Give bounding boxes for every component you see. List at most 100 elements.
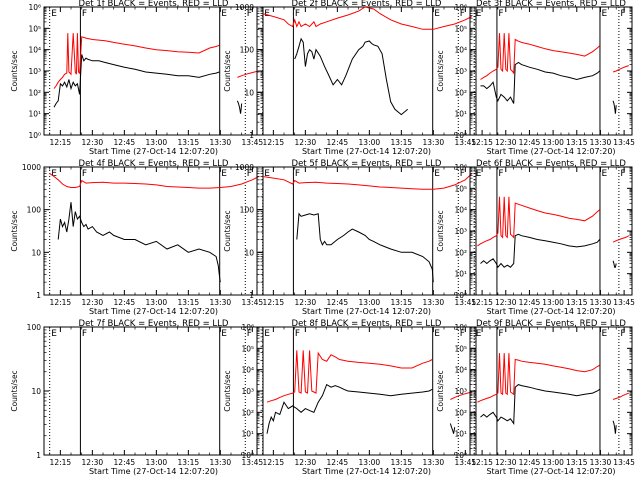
plot-frame	[469, 6, 633, 136]
x-tick-label: 12:45	[114, 138, 136, 147]
x-tick-label: 13:00	[146, 298, 168, 307]
detector-panel-2: Det 2f BLACK = Events, RED = LLD 1 10 100 10…	[223, 0, 477, 156]
marker-label: F	[498, 9, 503, 19]
y-tick-label: 10⁴	[454, 366, 467, 375]
y-tick-label: 10⁴	[454, 206, 467, 215]
x-axis-label: Start Time (27-Oct-14 12:07:20)	[89, 307, 218, 316]
detector-panel-8: Det 8f BLACK = Events, RED = LLD 10⁰ 10¹ 10…	[223, 319, 477, 476]
lld-series-line	[53, 33, 220, 89]
plot-frame	[256, 166, 477, 296]
y-tick-label: 1000	[22, 163, 41, 172]
marker-label: F	[247, 169, 252, 179]
y-tick-label: 10	[244, 248, 254, 257]
lld-series-line	[612, 65, 629, 73]
marker-label: F	[460, 9, 465, 19]
x-tick-label: 13:45	[455, 138, 477, 147]
y-tick-label: 10²	[28, 88, 41, 97]
x-tick-label: 13:30	[590, 138, 612, 147]
x-tick-label: 12:15	[263, 458, 285, 467]
x-tick-label: 13:45	[613, 298, 635, 307]
y-tick-label: 10⁶	[241, 323, 254, 332]
x-tick-label: 13:45	[242, 138, 264, 147]
events-series-line	[266, 383, 433, 434]
x-axis-label: Start Time (27-Oct-14 12:07:20)	[89, 467, 218, 476]
panel-title: Det 6f BLACK = Events, RED = LLD	[476, 159, 626, 169]
y-tick-label: 10²	[454, 88, 467, 97]
lld-series-line	[612, 392, 629, 400]
x-tick-label: 13:15	[178, 138, 200, 147]
y-tick-label: 10⁴	[454, 46, 467, 55]
x-tick-label: 13:15	[566, 458, 588, 467]
y-tick-label: 10³	[241, 387, 254, 396]
marker-label: E	[601, 329, 607, 339]
panel-title: Det 8f BLACK = Events, RED = LLD	[292, 319, 442, 329]
x-tick-label: 13:00	[542, 458, 564, 467]
x-axis-label: Start Time (27-Oct-14 12:07:20)	[89, 147, 218, 156]
events-series-line	[57, 202, 221, 283]
x-tick-label: 12:30	[295, 458, 317, 467]
y-tick-label: 10⁶	[454, 163, 467, 172]
x-tick-label: 13:00	[542, 298, 564, 307]
x-tick-label: 12:45	[519, 298, 541, 307]
panel-title: Det 1f BLACK = Events, RED = LLD	[79, 0, 229, 9]
x-tick-label: 12:30	[495, 138, 517, 147]
y-tick-label: 10	[31, 387, 41, 396]
lld-series-line	[266, 350, 433, 403]
y-tick-label: 1000	[235, 163, 254, 172]
y-tick-label: 10¹	[454, 110, 467, 119]
marker-label: E	[434, 169, 440, 179]
marker-label: E	[601, 169, 607, 179]
events-series-line	[612, 420, 617, 434]
marker-label: F	[498, 329, 503, 339]
x-tick-label: 13:30	[423, 138, 445, 147]
marker-label: F	[460, 329, 465, 339]
x-tick-label: 13:15	[391, 298, 413, 307]
events-series-line	[296, 212, 434, 283]
y-axis-label: Counts/sec	[10, 50, 19, 91]
y-axis-label: Counts/sec	[223, 210, 232, 251]
y-tick-label: 1	[36, 451, 41, 460]
events-series-line	[612, 260, 617, 268]
y-tick-label: 10³	[454, 227, 467, 236]
marker-label: F	[247, 9, 252, 19]
y-tick-label: 10⁵	[241, 344, 254, 353]
x-tick-label: 12:30	[295, 138, 317, 147]
plot-frame	[469, 326, 633, 456]
x-tick-label: 12:45	[114, 298, 136, 307]
x-tick-label: 12:30	[82, 298, 104, 307]
x-tick-label: 13:15	[566, 298, 588, 307]
y-tick-label: 10³	[454, 387, 467, 396]
detector-panel-5: Det 5f BLACK = Events, RED = LLD 1 10 100 10…	[223, 159, 477, 316]
x-tick-label: 12:45	[327, 458, 349, 467]
plot-frame	[469, 166, 633, 296]
x-tick-label: 13:00	[146, 458, 168, 467]
x-tick-label: 13:45	[613, 138, 635, 147]
x-tick-label: 13:30	[423, 458, 445, 467]
y-tick-label: 10⁶	[454, 323, 467, 332]
lld-series-line	[237, 70, 259, 78]
detector-panel-1: Det 1f BLACK = Events, RED = LLD 10⁰ 10¹ 10…	[10, 0, 264, 156]
y-tick-label: 10²	[241, 408, 254, 417]
marker-label: F	[498, 169, 503, 179]
lld-series-line	[477, 353, 600, 403]
x-tick-label: 13:45	[613, 458, 635, 467]
x-tick-label: 12:15	[471, 138, 493, 147]
marker-label: E	[51, 9, 57, 19]
y-tick-label: 10⁵	[454, 344, 467, 353]
marker-label: E	[434, 329, 440, 339]
marker-label: E	[264, 169, 270, 179]
detector-panel-6: Det 6f BLACK = Events, RED = LLD 10⁰ 10¹ 10…	[436, 159, 635, 316]
x-tick-label: 13:45	[455, 298, 477, 307]
detector-panel-7: Det 7f BLACK = Events, RED = LLD 1 10 100 Co…	[10, 319, 264, 476]
x-tick-label: 13:30	[210, 138, 232, 147]
y-tick-label: 1	[249, 131, 254, 140]
x-tick-label: 12:15	[263, 298, 285, 307]
y-tick-label: 10⁴	[241, 366, 254, 375]
x-tick-label: 13:30	[590, 298, 612, 307]
marker-label: E	[51, 329, 57, 339]
y-axis-label: Counts/sec	[10, 210, 19, 251]
marker-label: E	[264, 9, 270, 19]
y-tick-label: 10⁰	[241, 451, 254, 460]
y-tick-label: 10⁰	[454, 291, 467, 300]
